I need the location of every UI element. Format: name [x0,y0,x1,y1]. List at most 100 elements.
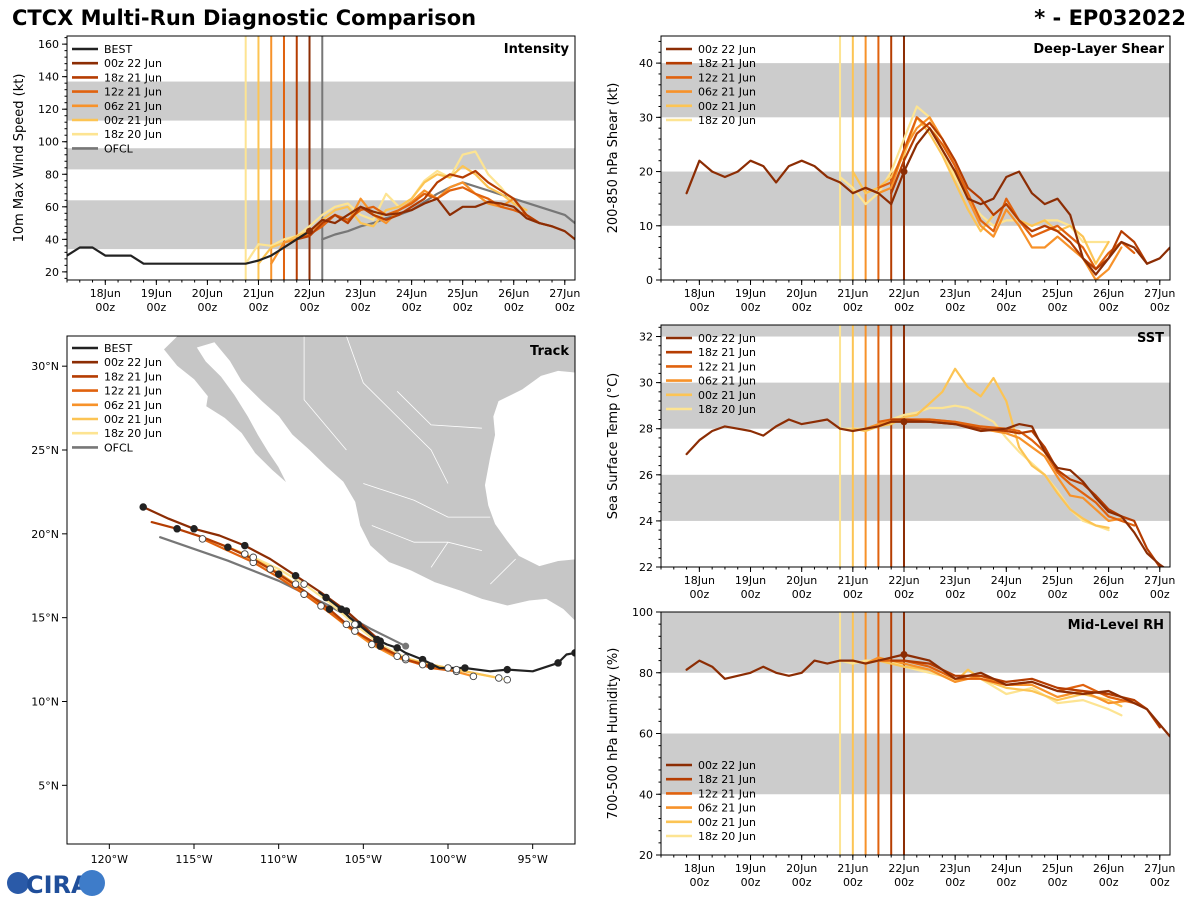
state-border [490,558,516,585]
x-tick-label-day: 18Jun [90,287,121,300]
legend-label: 12z 21 Jun [104,385,162,398]
panel-title: Track [530,344,569,359]
x-tick-label-day: 27Jun [549,287,580,300]
plot-frame [66,35,576,281]
y-tick-label: 160 [38,38,59,51]
x-tick-label: 105°W [345,853,382,866]
grey-band [661,325,1170,337]
track-position-marker [427,662,435,671]
x-tick-label-hour: 00z [1150,588,1170,601]
x-tick-label-hour: 00z [1099,876,1119,889]
x-tick-label: 95°W [517,853,547,866]
legend-label: 12z 21 Jun [104,86,162,99]
track-line-18z-21-jun [150,520,433,668]
panel-title: Deep-Layer Shear [1033,42,1164,57]
track-position-marker [503,665,512,674]
y-tick-label: 60 [639,728,653,741]
track-position-marker [291,571,300,580]
y-tick-label: 0 [646,274,653,287]
y-tick-label: 10°N [31,695,59,708]
track-position-marker [300,580,308,588]
x-tick-label-day: 19Jun [735,862,766,875]
x-tick-label-hour: 00z [1150,876,1170,889]
y-axis-label: 200-850 hPa Shear (kt) [606,83,621,234]
x-tick-label: 100°W [429,853,466,866]
track-position-marker [224,543,232,551]
track-position-marker [249,553,258,562]
track-position-marker [376,642,385,650]
logo-emblem-icon [79,870,105,896]
grey-band [67,81,575,121]
track-position-marker [317,602,325,610]
x-tick-label: 110°W [260,853,297,866]
x-tick-label-hour: 00z [1099,588,1119,601]
x-tick-label-day: 25Jun [1042,574,1073,587]
x-tick-label-hour: 00z [555,301,575,314]
x-tick-label-hour: 00z [300,301,320,314]
series-line-18z-20-jun [244,150,515,265]
x-tick-label-hour: 00z [945,876,965,889]
panel-title: SST [1137,331,1164,346]
track-position-marker [241,550,249,558]
legend-label: 06z 21 Jun [698,802,756,815]
x-tick-label-day: 27Jun [1144,287,1175,300]
x-tick-label-day: 19Jun [141,287,172,300]
x-tick-label-day: 18Jun [684,574,715,587]
y-axis-label: 700-500 hPa Humidity (%) [606,648,621,820]
x-tick-label-day: 22Jun [888,574,919,587]
x-tick-label-day: 22Jun [294,287,325,300]
y-tick-label: 20 [45,266,59,279]
track-position-marker [368,640,376,649]
x-tick-label-hour: 00z [504,301,524,314]
legend-label: BEST [104,43,132,56]
legend-label: 12z 21 Jun [698,360,756,373]
x-tick-label: 120°W [91,853,128,866]
legend-label: 18z 20 Jun [104,128,162,141]
grey-band [661,171,1170,226]
legend-label: 18z 21 Jun [698,773,756,786]
x-tick-label-day: 23Jun [940,287,971,300]
legend-label: 18z 21 Jun [698,57,756,70]
track-position-marker [300,590,308,598]
x-tick-label: 115°W [175,853,212,866]
track-position-marker [173,525,181,533]
legend-label: OFCL [104,142,134,155]
track-position-marker [274,570,283,578]
track-position-marker [351,620,359,629]
x-tick-label-hour: 00z [792,876,812,889]
x-tick-label-day: 24Jun [991,574,1022,587]
x-tick-label-day: 22Jun [888,862,919,875]
state-border [303,336,347,451]
x-tick-label-day: 21Jun [837,574,868,587]
x-tick-label-hour: 00z [1150,301,1170,314]
legend-label: 06z 21 Jun [104,100,162,113]
legend-label: 00z 22 Jun [698,759,756,772]
x-tick-label-hour: 00z [249,301,269,314]
legend-label: 00z 22 Jun [698,43,756,56]
track-position-marker [291,580,300,588]
y-tick-label: 60 [45,201,59,214]
state-border [371,525,482,551]
panel-rh: 2040608010018Jun00z19Jun00z20Jun00z21Jun… [606,606,1175,889]
x-tick-label-day: 23Jun [345,287,376,300]
legend-label: 18z 21 Jun [104,71,162,84]
track-position-marker [444,664,452,672]
x-tick-label-hour: 00z [996,301,1016,314]
y-tick-label: 80 [639,667,653,680]
track-position-marker [495,674,503,682]
analysis-marker [900,168,908,176]
x-tick-label-hour: 00z [1048,876,1068,889]
y-tick-label: 40 [45,233,59,246]
grey-band [661,733,1170,795]
y-tick-label: 20°N [31,528,59,541]
y-tick-label: 120 [38,103,59,116]
y-tick-label: 100 [632,606,653,619]
y-tick-label: 32 [639,331,653,344]
y-tick-label: 30 [639,111,653,124]
series-line-12z-21-jun [877,418,1136,527]
x-tick-label-day: 23Jun [940,574,971,587]
y-tick-label: 10 [639,220,653,233]
x-tick-label-hour: 00z [996,876,1016,889]
x-tick-label-day: 25Jun [447,287,478,300]
